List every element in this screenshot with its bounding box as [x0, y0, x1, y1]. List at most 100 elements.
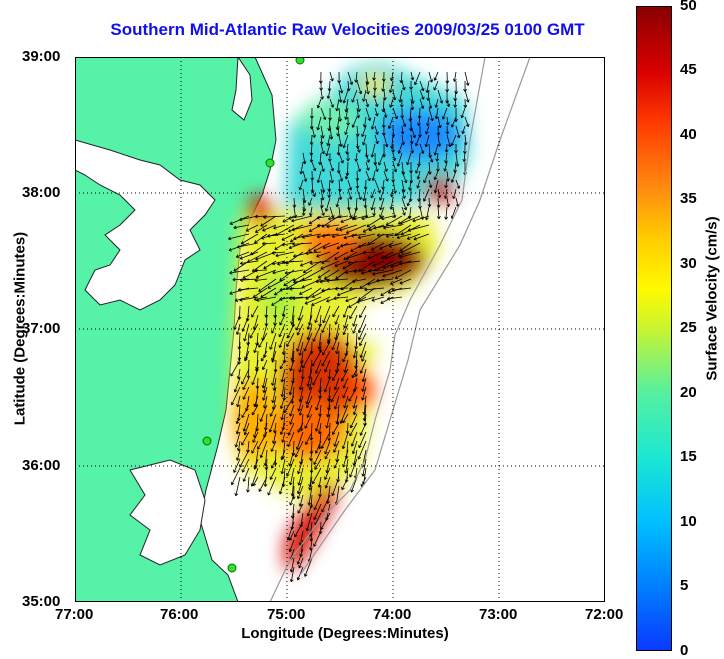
velocity-arrow	[320, 161, 325, 172]
velocity-arrow	[370, 242, 385, 251]
velocity-arrow	[260, 287, 277, 298]
velocity-arrow	[400, 215, 421, 225]
velocity-arrow	[424, 134, 430, 148]
velocity-arrow	[237, 287, 259, 292]
velocity-arrow	[236, 368, 241, 380]
velocity-arrow	[345, 296, 358, 303]
velocity-arrow	[321, 341, 331, 356]
velocity-arrow	[344, 125, 349, 135]
velocity-arrow	[296, 548, 304, 565]
velocity-arrow	[269, 404, 277, 417]
velocity-arrow	[340, 242, 358, 248]
velocity-arrow	[342, 305, 349, 318]
velocity-arrow	[428, 152, 434, 163]
velocity-arrow	[308, 215, 322, 225]
velocity-arrow	[379, 206, 385, 218]
velocity-arrow	[355, 179, 360, 189]
velocity-arrow	[316, 170, 322, 184]
velocity-arrow	[353, 269, 367, 273]
velocity-arrow	[299, 287, 313, 295]
velocity-arrow	[242, 467, 250, 482]
delaware-bay	[231, 57, 253, 121]
velocity-arrow	[309, 539, 313, 551]
velocity-arrow	[233, 377, 241, 393]
velocity-arrow	[342, 134, 349, 149]
velocity-arrow	[361, 350, 367, 362]
velocity-arrow	[352, 404, 358, 416]
velocity-arrow	[371, 296, 385, 302]
velocity-arrow	[463, 134, 468, 146]
velocity-arrow	[235, 422, 241, 435]
velocity-arrow	[343, 233, 358, 240]
velocity-arrow	[254, 268, 268, 273]
velocity-arrow	[242, 386, 250, 400]
velocity-arrow	[409, 134, 414, 145]
velocity-arrow	[288, 224, 304, 233]
pamlico-sound	[129, 459, 206, 566]
velocity-arrow	[388, 80, 394, 93]
velocity-arrow	[322, 242, 340, 250]
velocity-arrow	[332, 305, 340, 318]
velocity-arrow	[359, 422, 367, 436]
velocity-arrow	[333, 377, 340, 391]
velocity-arrow	[330, 386, 340, 403]
velocity-arrow	[320, 89, 324, 100]
velocity-arrow	[400, 125, 405, 135]
velocity-arrow	[236, 395, 241, 408]
velocity-arrow	[352, 395, 358, 409]
velocity-arrow	[460, 107, 466, 119]
velocity-arrow	[357, 242, 376, 249]
velocity-arrow	[419, 98, 425, 109]
velocity-arrow	[359, 305, 367, 318]
velocity-arrow	[349, 458, 358, 478]
velocity-arrow	[455, 152, 460, 167]
velocity-arrow	[314, 440, 322, 454]
velocity-arrow	[372, 71, 376, 81]
velocity-arrow	[365, 107, 372, 121]
velocity-arrow	[414, 134, 421, 147]
velocity-arrow	[288, 449, 295, 467]
velocity-arrow	[251, 368, 259, 386]
velocity-arrow	[382, 260, 403, 269]
velocity-arrow	[321, 314, 331, 333]
velocity-arrow	[317, 476, 322, 488]
velocity-arrow	[317, 422, 322, 435]
velocity-arrow	[331, 233, 349, 239]
velocity-arrow	[306, 503, 313, 517]
velocity-arrow	[392, 152, 397, 162]
colorbar-tick: 45	[680, 61, 697, 78]
velocity-arrow	[392, 206, 397, 218]
velocity-arrow	[372, 260, 385, 267]
velocity-arrow	[320, 125, 325, 139]
velocity-arrow	[379, 188, 385, 201]
velocity-arrow	[351, 89, 358, 103]
velocity-arrow	[263, 467, 268, 487]
velocity-arrow	[356, 107, 361, 119]
velocity-arrow	[311, 125, 316, 138]
velocity-arrow	[298, 359, 304, 373]
velocity-arrow	[374, 98, 379, 108]
velocity-arrow	[347, 71, 354, 85]
velocity-arrow	[416, 170, 421, 180]
velocity-arrow	[308, 224, 322, 233]
velocity-arrow	[313, 530, 322, 547]
velocity-arrow	[452, 71, 457, 82]
velocity-arrow	[289, 494, 295, 506]
velocity-arrow	[236, 242, 259, 249]
velocity-arrow	[334, 286, 349, 291]
velocity-arrow	[313, 449, 322, 465]
velocity-arrow	[394, 269, 412, 279]
velocity-arrow	[381, 71, 386, 82]
velocity-arrow	[401, 80, 406, 91]
velocity-arrow	[242, 413, 250, 432]
velocity-arrow	[425, 125, 430, 135]
velocity-arrow	[342, 377, 349, 389]
velocity-arrow	[253, 341, 259, 354]
velocity-arrow	[296, 323, 304, 336]
velocity-arrow	[279, 422, 286, 435]
velocity-arrow	[436, 125, 441, 136]
velocity-arrow	[384, 251, 403, 260]
velocity-arrow	[401, 197, 408, 211]
velocity-arrow	[324, 467, 331, 480]
velocity-arrow	[376, 278, 394, 283]
